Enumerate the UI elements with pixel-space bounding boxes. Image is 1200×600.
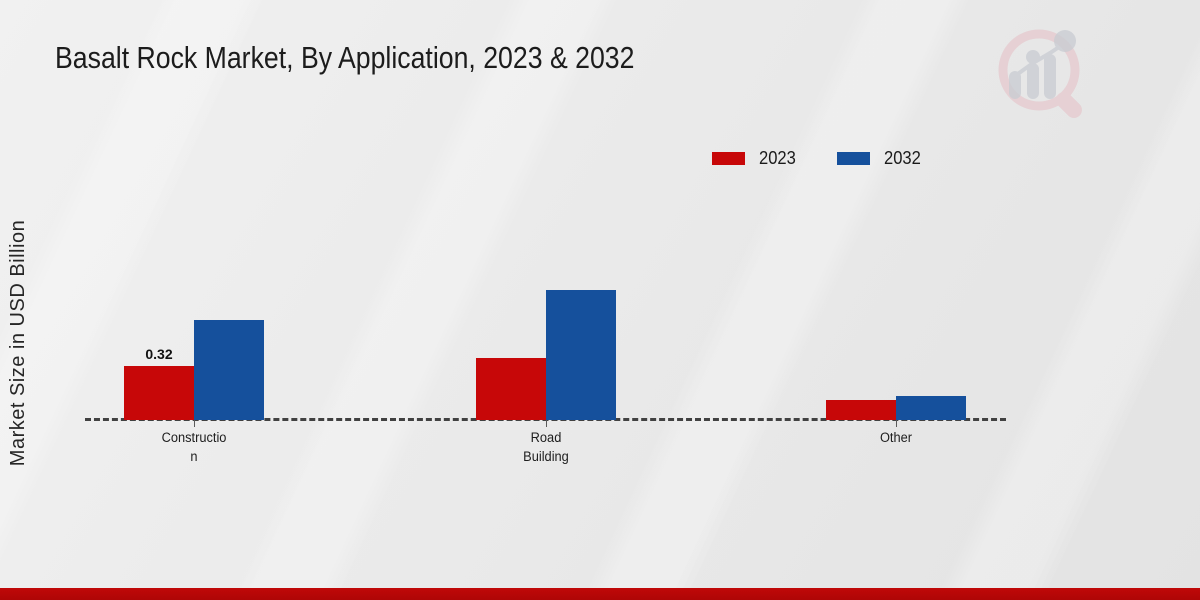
bar-2023-road-building <box>476 358 546 420</box>
bar-2032-road-building <box>546 290 616 420</box>
x-axis-tick <box>896 420 897 427</box>
bar-chart-icon <box>1009 30 1076 99</box>
x-axis-tick <box>194 420 195 427</box>
x-axis-tick <box>546 420 547 427</box>
bar-value-label: 0.32 <box>145 346 173 362</box>
x-axis-label-road-building: Road Building <box>523 430 569 464</box>
footer-accent-band <box>0 588 1200 600</box>
legend: 2023 2032 <box>712 148 924 169</box>
legend-label-2023: 2023 <box>759 148 796 168</box>
x-axis-label-construction: Constructio n <box>161 430 227 464</box>
legend-item-2032: 2032 <box>837 148 924 169</box>
magnifier-icon <box>998 29 1082 118</box>
legend-swatch-2023 <box>712 152 745 165</box>
bar-2032-construction <box>194 320 264 420</box>
bar-2023-construction <box>124 366 194 420</box>
brand-logo-watermark <box>998 29 1082 118</box>
legend-label-2032: 2032 <box>884 148 921 168</box>
legend-item-2023: 2023 <box>712 148 799 169</box>
chart-title: Basalt Rock Market, By Application, 2023… <box>55 40 635 75</box>
legend-swatch-2032 <box>837 152 871 165</box>
x-axis-label-other: Other <box>879 430 913 445</box>
bar-2032-other <box>896 396 966 420</box>
bar-2023-other <box>826 400 896 420</box>
